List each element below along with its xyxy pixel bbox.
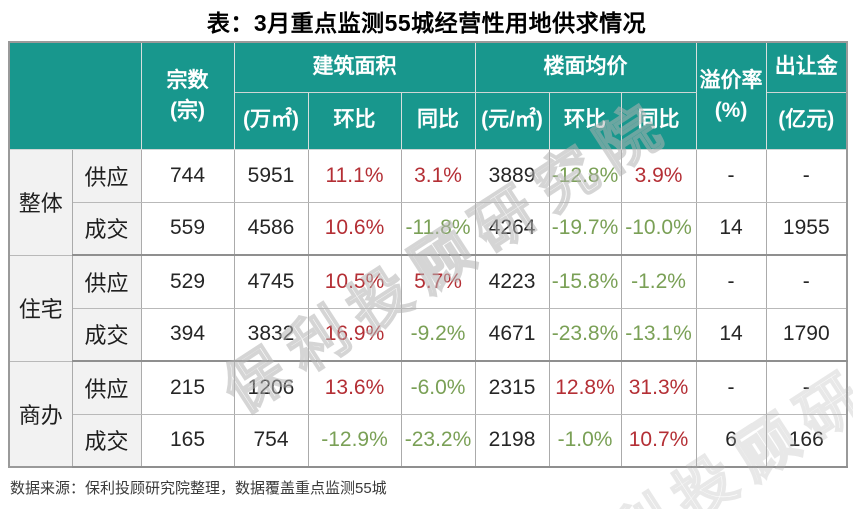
col-header-floor-price-unit: (元/㎡) — [474, 91, 550, 150]
cell-value: 12.8% — [548, 360, 622, 415]
cell-value: - — [695, 360, 767, 415]
cell-value: -23.2% — [400, 413, 476, 468]
cell-value: 4671 — [474, 307, 550, 362]
cell-value: 559 — [140, 201, 235, 256]
cell-value: 16.9% — [307, 307, 402, 362]
cell-value: 4223 — [474, 254, 550, 309]
col-header-premium-rate-line1: 溢价率 — [699, 69, 763, 93]
cell-value: 1790 — [765, 307, 848, 362]
row-type-label: 成交 — [71, 413, 142, 468]
row-type-label: 成交 — [71, 307, 142, 362]
cell-value: - — [765, 360, 848, 415]
col-header-parcels-line2: (宗) — [170, 98, 205, 122]
cell-value: -19.7% — [548, 201, 622, 256]
cell-value: 394 — [140, 307, 235, 362]
col-header-floor-price-mom: 环比 — [548, 91, 622, 150]
cell-value: 31.3% — [620, 360, 697, 415]
col-header-premium-rate-line2: (%) — [714, 98, 748, 122]
cell-value: 10.7% — [620, 413, 697, 468]
cell-value: -6.0% — [400, 360, 476, 415]
cell-value: 4745 — [233, 254, 309, 309]
col-header-floor-area-yoy: 同比 — [400, 91, 476, 150]
cell-value: 529 — [140, 254, 235, 309]
table-row: 商办 供应 215 1206 13.6% -6.0% 2315 12.8% 31.3% - - — [8, 360, 848, 468]
cell-value: -11.8% — [400, 201, 476, 256]
col-header-floor-area-mom: 环比 — [307, 91, 402, 150]
cell-value: -9.2% — [400, 307, 476, 362]
cell-value: 10.6% — [307, 201, 402, 256]
col-header-floor-area-unit: (万㎡) — [233, 91, 309, 150]
cell-value: 14 — [695, 307, 767, 362]
cell-value: -10.0% — [620, 201, 697, 256]
cell-value: -15.8% — [548, 254, 622, 309]
cell-value: -13.1% — [620, 307, 697, 362]
cell-value: - — [695, 148, 767, 203]
cell-value: 14 — [695, 201, 767, 256]
cell-value: - — [765, 254, 848, 309]
source-note: 数据来源：保利投顾研究院整理，数据覆盖重点监测55城 — [10, 480, 387, 497]
cell-value: 2198 — [474, 413, 550, 468]
cell-value: 4264 — [474, 201, 550, 256]
cell-value: 1206 — [233, 360, 309, 415]
cell-value: 3832 — [233, 307, 309, 362]
cell-value: 11.1% — [307, 148, 402, 203]
table-body: 整体 供应 744 5951 11.1% 3.1% 3889 -12.8% 3.9% - - 成交 55… — [8, 148, 848, 468]
cell-value: 215 — [140, 360, 235, 415]
cell-value: 166 — [765, 413, 848, 468]
table-row: 成交 165 754 -12.9% -23.2% 2198 -1.0% 10.7% 6 166 — [9, 413, 848, 468]
col-group-floor-price: 楼面均价 — [474, 41, 697, 93]
row-type-label: 供应 — [71, 360, 142, 415]
table-row: 住宅 供应 529 4745 10.5% 5.7% 4223 -15.8% -1.2% - - — [8, 254, 848, 362]
cell-value: 3.9% — [620, 148, 697, 203]
corner-cell — [8, 41, 142, 150]
cell-value: - — [765, 148, 848, 203]
cell-value: 13.6% — [307, 360, 402, 415]
cell-value: 5951 — [233, 148, 309, 203]
cell-value: -12.9% — [307, 413, 402, 468]
cell-value: 10.5% — [307, 254, 402, 309]
cell-value: 5.7% — [400, 254, 476, 309]
row-type-label: 供应 — [71, 254, 142, 309]
cell-value: 754 — [233, 413, 309, 468]
cell-value: 3.1% — [400, 148, 476, 203]
cell-value: 165 — [140, 413, 235, 468]
table-title: 表：3月重点监测55城经营性用地供求情况 — [206, 10, 647, 36]
cell-value: -23.8% — [548, 307, 622, 362]
col-header-floor-price-yoy: 同比 — [620, 91, 697, 150]
col-group-floor-area: 建筑面积 — [233, 41, 476, 93]
cell-value: -12.8% — [548, 148, 622, 203]
col-header-land-sale-unit: (亿元) — [765, 91, 848, 150]
land-supply-demand-table: 宗数 (宗) 建筑面积 楼面均价 溢价率 (%) 出让金 (万㎡) 环比 同比 … — [8, 41, 849, 468]
row-group-label: 商办 — [8, 360, 73, 468]
table-row: 成交 394 3832 16.9% -9.2% 4671 -23.8% -13.1% 14 179… — [9, 307, 848, 362]
row-type-label: 供应 — [71, 148, 142, 203]
cell-value: 1955 — [765, 201, 848, 256]
col-header-premium-rate: 溢价率 (%) — [695, 41, 767, 150]
table-header: 宗数 (宗) 建筑面积 楼面均价 溢价率 (%) 出让金 (万㎡) 环比 同比 … — [8, 41, 848, 150]
cell-value: 3889 — [474, 148, 550, 203]
row-type-label: 成交 — [71, 201, 142, 256]
col-header-parcels-line1: 宗数 — [166, 69, 209, 93]
col-header-parcels: 宗数 (宗) — [140, 41, 235, 150]
cell-value: 4586 — [233, 201, 309, 256]
row-group-label: 整体 — [8, 148, 73, 256]
cell-value: 6 — [695, 413, 767, 468]
table-row: 成交 559 4586 10.6% -11.8% 4264 -19.7% -10.0% 14 19… — [9, 201, 848, 256]
cell-value: -1.0% — [548, 413, 622, 468]
cell-value: - — [695, 254, 767, 309]
col-header-land-sale: 出让金 — [765, 41, 848, 93]
cell-value: 744 — [140, 148, 235, 203]
row-group-label: 住宅 — [8, 254, 73, 362]
cell-value: -1.2% — [620, 254, 697, 309]
cell-value: 2315 — [474, 360, 550, 415]
table-row: 整体 供应 744 5951 11.1% 3.1% 3889 -12.8% 3.9% - - — [8, 148, 848, 256]
